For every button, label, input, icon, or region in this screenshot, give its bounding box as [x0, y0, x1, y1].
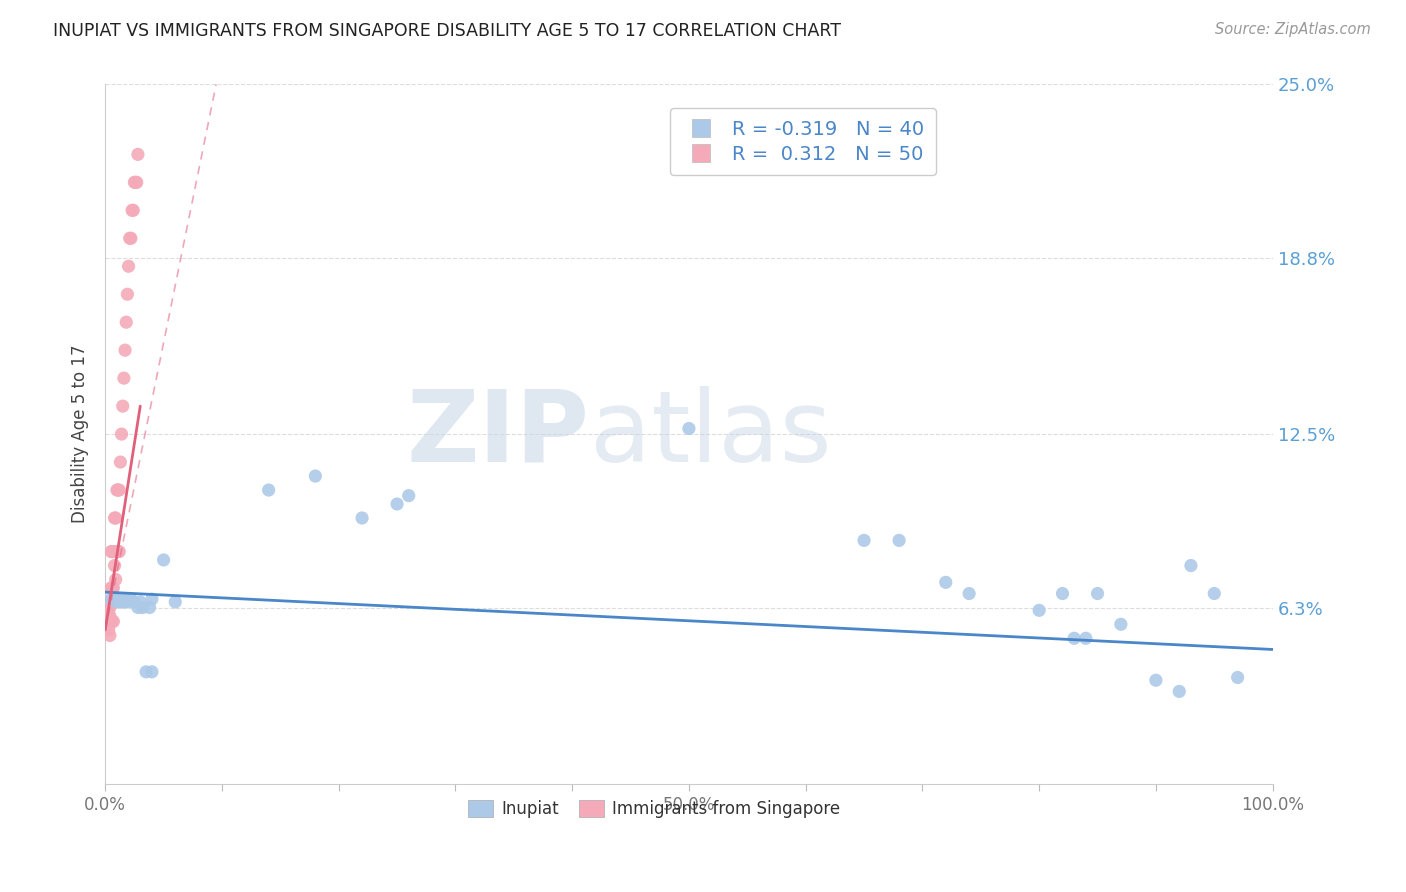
Point: [141, 665, 163, 679]
Point: [96, 615, 118, 629]
Point: [103, 615, 125, 629]
Point: [112, 371, 135, 385]
Point: [107, 483, 129, 497]
Point: [114, 343, 136, 358]
Point: [97, 595, 120, 609]
Point: [1074, 632, 1097, 646]
Point: [96, 595, 118, 609]
Point: [853, 533, 876, 548]
Point: [117, 287, 139, 301]
Point: [108, 483, 131, 497]
Text: ZIP: ZIP: [406, 385, 589, 483]
Point: [887, 533, 910, 548]
Point: [120, 592, 142, 607]
Point: [105, 483, 128, 497]
Text: Source: ZipAtlas.com: Source: ZipAtlas.com: [1215, 22, 1371, 37]
Point: [96, 600, 118, 615]
Point: [1052, 586, 1074, 600]
Point: [107, 544, 129, 558]
Point: [115, 315, 138, 329]
Point: [98, 615, 121, 629]
Point: [96, 595, 118, 609]
Point: [125, 175, 148, 189]
Point: [110, 595, 132, 609]
Point: [104, 573, 127, 587]
Point: [100, 592, 122, 607]
Point: [127, 600, 149, 615]
Point: [124, 595, 146, 609]
Legend: Inupiat, Immigrants from Singapore: Inupiat, Immigrants from Singapore: [461, 793, 846, 824]
Point: [96, 608, 118, 623]
Point: [118, 231, 141, 245]
Point: [103, 511, 125, 525]
Point: [678, 421, 700, 435]
Point: [105, 595, 128, 609]
Point: [103, 592, 125, 607]
Point: [112, 595, 135, 609]
Point: [131, 600, 153, 615]
Point: [105, 544, 128, 558]
Point: [101, 581, 124, 595]
Point: [96, 608, 118, 623]
Point: [1144, 673, 1167, 688]
Point: [935, 575, 957, 590]
Point: [385, 497, 408, 511]
Point: [127, 147, 149, 161]
Point: [98, 600, 121, 615]
Point: [104, 511, 127, 525]
Point: [1063, 632, 1085, 646]
Point: [108, 592, 131, 607]
Point: [1204, 586, 1226, 600]
Point: [97, 600, 120, 615]
Point: [117, 259, 139, 273]
Point: [1109, 617, 1132, 632]
Point: [101, 615, 124, 629]
Point: [124, 175, 146, 189]
Point: [138, 600, 160, 615]
Point: [96, 600, 118, 615]
Point: [101, 544, 124, 558]
Point: [1226, 670, 1249, 684]
Point: [398, 489, 420, 503]
Point: [111, 399, 134, 413]
Point: [98, 608, 121, 623]
Point: [98, 628, 121, 642]
Point: [135, 665, 157, 679]
Point: [1168, 684, 1191, 698]
Point: [100, 544, 122, 558]
Point: [121, 203, 143, 218]
Text: atlas: atlas: [589, 385, 831, 483]
Point: [100, 581, 122, 595]
Point: [152, 553, 174, 567]
Point: [103, 581, 125, 595]
Y-axis label: Disability Age 5 to 17: Disability Age 5 to 17: [72, 345, 89, 524]
Point: [1087, 586, 1109, 600]
Point: [120, 231, 142, 245]
Point: [165, 595, 187, 609]
Point: [103, 558, 125, 573]
Point: [103, 544, 125, 558]
Point: [115, 592, 138, 607]
Point: [117, 595, 139, 609]
Point: [1180, 558, 1202, 573]
Point: [108, 544, 131, 558]
Point: [257, 483, 280, 497]
Point: [124, 175, 146, 189]
Point: [110, 455, 132, 469]
Point: [957, 586, 980, 600]
Point: [110, 427, 132, 442]
Point: [304, 469, 326, 483]
Point: [1028, 603, 1050, 617]
Point: [97, 608, 120, 623]
Point: [100, 615, 122, 629]
Point: [97, 623, 120, 637]
Point: [122, 203, 145, 218]
Point: [352, 511, 374, 525]
Text: INUPIAT VS IMMIGRANTS FROM SINGAPORE DISABILITY AGE 5 TO 17 CORRELATION CHART: INUPIAT VS IMMIGRANTS FROM SINGAPORE DIS…: [53, 22, 841, 40]
Point: [141, 592, 163, 607]
Point: [129, 595, 152, 609]
